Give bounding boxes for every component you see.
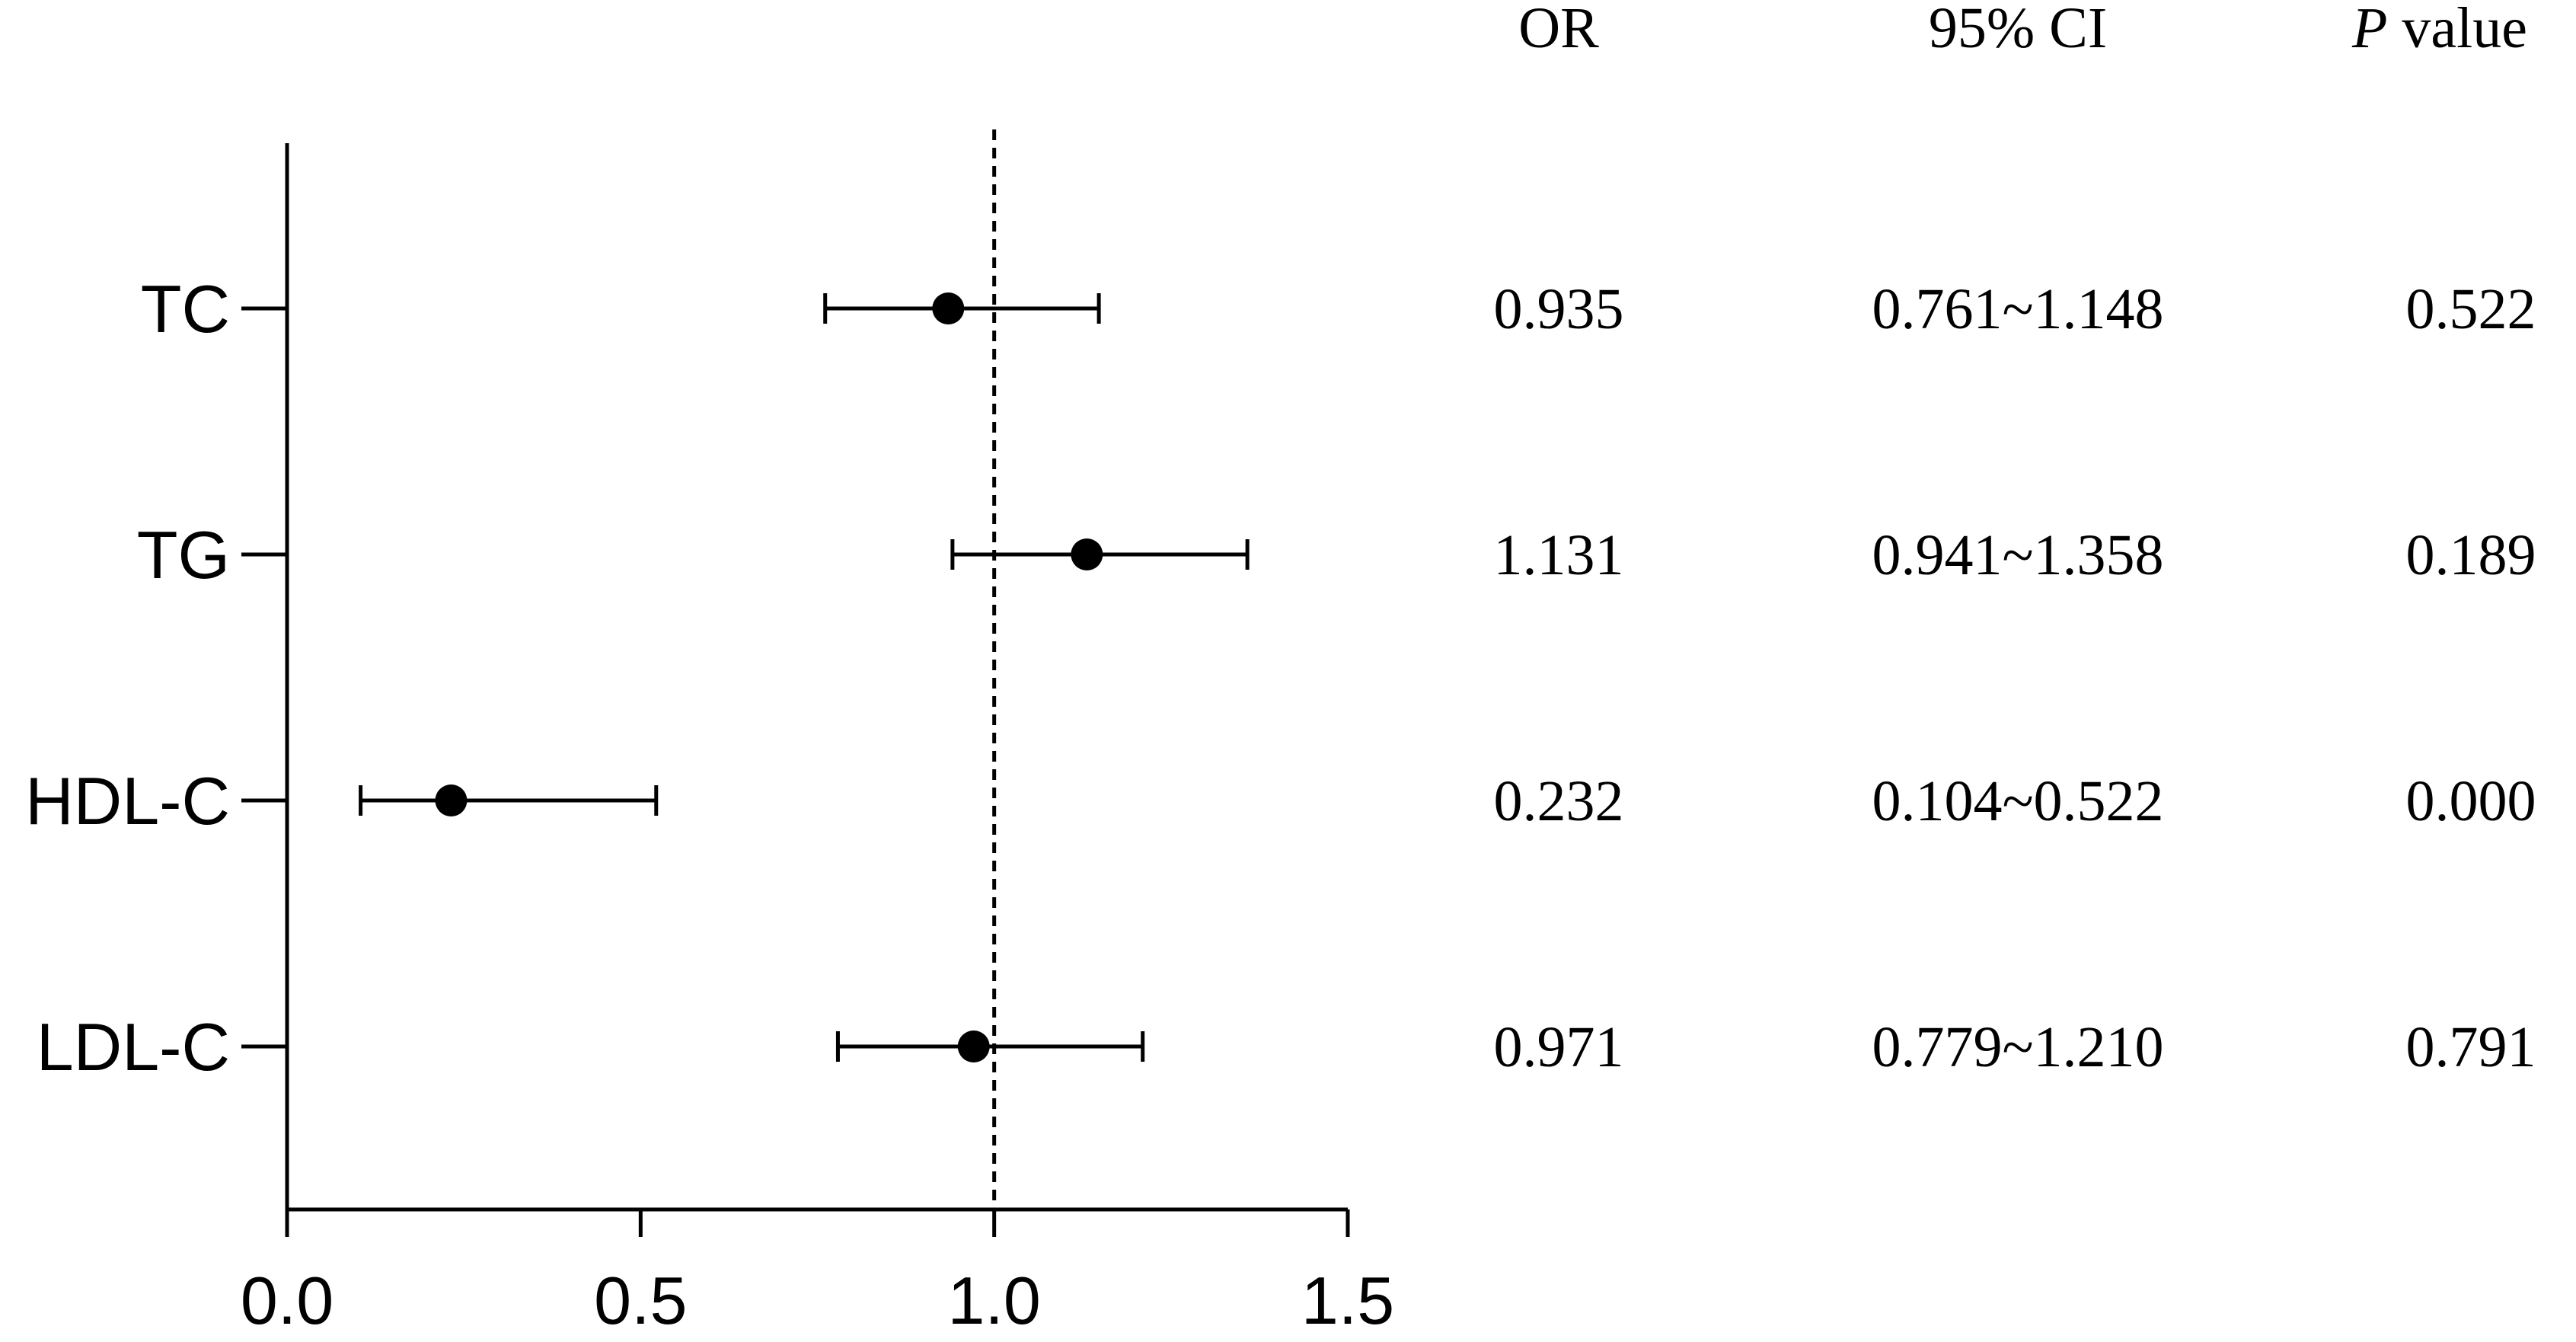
table-cell-or: 0.232 [1494, 769, 1624, 833]
table-cell-p: 0.000 [2406, 769, 2536, 833]
table-cell-p: 0.522 [2406, 277, 2536, 341]
point-estimate [435, 784, 468, 816]
table-cell-or: 0.971 [1494, 1015, 1624, 1079]
table-header-p: P value [2351, 0, 2527, 60]
table-cell-p: 0.791 [2406, 1015, 2536, 1079]
x-tick-label: 0.5 [594, 1263, 687, 1338]
table-cell-or: 0.935 [1494, 277, 1624, 341]
category-label: LDL-C [37, 1009, 230, 1085]
table-header-p-italic: P [2351, 0, 2387, 60]
category-label: TG [137, 517, 230, 593]
table-cell-or: 1.131 [1494, 523, 1624, 587]
category-label: TC [141, 271, 230, 347]
point-estimate [932, 292, 965, 324]
table-cell-ci: 0.941~1.358 [1872, 523, 2163, 587]
point-estimate [957, 1030, 990, 1062]
x-tick-label: 0.0 [241, 1263, 334, 1338]
table-header-p-rest: value [2387, 0, 2527, 60]
table-cell-ci: 0.779~1.210 [1872, 1015, 2163, 1079]
table-cell-p: 0.189 [2406, 523, 2536, 587]
x-axis-ticks: 0.0 0.5 1.0 1.5 [241, 1209, 1394, 1338]
x-tick-label: 1.0 [947, 1263, 1040, 1338]
results-table: OR 95% CI P value 0.935 0.761~1.148 0.522 1… [1494, 0, 2536, 1079]
table-header-ci: 95% CI [1929, 0, 2107, 60]
forest-marks [359, 292, 1250, 1062]
table-header-or: OR [1518, 0, 1599, 60]
table-cell-ci: 0.761~1.148 [1872, 277, 2163, 341]
x-tick-label: 1.5 [1301, 1263, 1394, 1338]
table-cell-ci: 0.104~0.522 [1872, 769, 2163, 833]
category-label: HDL-C [25, 763, 230, 839]
y-axis-ticks: TC TG HDL-C LDL-C [25, 271, 287, 1085]
point-estimate [1071, 538, 1103, 570]
